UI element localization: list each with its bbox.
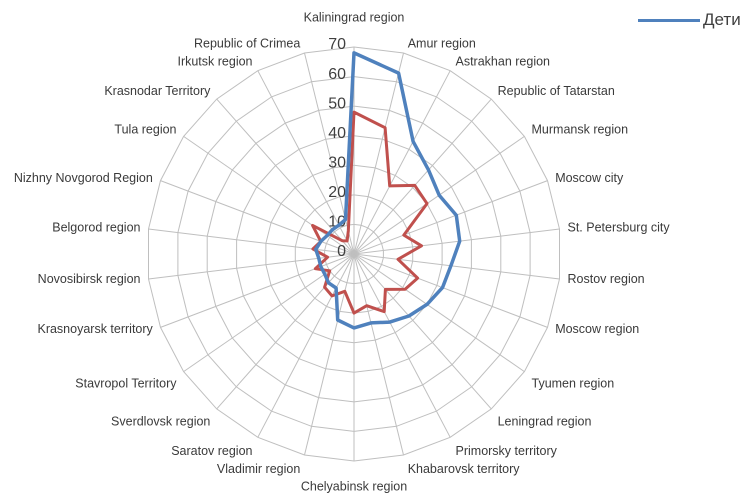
category-label: Khabarovsk territory [408,462,521,476]
category-label: Rostov region [568,272,645,286]
grid-spoke [257,70,355,255]
axis-tick-label: 50 [328,95,346,112]
category-label: Republic of Crimea [194,36,300,50]
category-label: Nizhny Novgorod Region [14,171,153,185]
category-label: St. Petersburg city [568,221,671,235]
grid-spoke [353,52,404,255]
category-label: Kaliningrad region [304,10,405,24]
grid-spoke [148,228,355,255]
grid-spoke [257,253,355,438]
grid-spoke [160,180,355,255]
grid-spoke [353,253,525,373]
category-label: Amur region [408,36,476,50]
grid-spoke [353,253,404,456]
grid-spoke [353,253,560,280]
category-label: Moscow city [555,171,624,185]
grid-spoke [353,70,451,255]
grid-spoke [216,253,355,410]
grid-spoke [216,98,355,255]
category-label: Primorsky territory [456,444,558,458]
category-label: Vladimir region [217,462,300,476]
category-label: Sverdlovsk region [111,415,210,429]
axis-tick-label: 10 [328,214,346,231]
category-label: Moscow region [555,322,639,336]
category-label: Chelyabinsk region [301,479,407,493]
legend-series-label: Дети [703,10,741,29]
series-line-secondary[interactable] [311,110,429,315]
grid-spoke [183,135,355,255]
grid-spoke [353,180,548,255]
grid-spoke [353,253,492,410]
legend-line-swatch [638,18,700,22]
axis-tick-label: 30 [328,155,346,172]
axis-tick-label: 60 [328,66,346,83]
category-label: Tula region [114,122,176,136]
category-label: Tyumen region [532,376,615,390]
grid-spoke [353,228,560,255]
category-label: Leningrad region [498,415,592,429]
category-label: Republic of Tatarstan [498,84,615,98]
category-label: Novosibirsk region [38,272,141,286]
category-label: Astrakhan region [456,55,551,69]
series-line-Дети[interactable] [314,51,462,330]
category-label: Irkutsk region [177,55,252,69]
grid-spoke [353,253,451,438]
category-label: Belgorod region [52,221,140,235]
category-label: Saratov region [171,444,252,458]
category-label: Murmansk region [532,122,629,136]
grid-spoke [304,253,355,456]
axis-tick-label: 70 [328,36,346,53]
axis-tick-label: 40 [328,125,346,142]
chart-legend[interactable]: Дети [638,10,741,30]
axis-tick-label: 20 [328,184,346,201]
grid-spoke [160,253,355,328]
axis-tick-label: 0 [337,243,346,260]
category-label: Krasnoyarsk territory [37,322,153,336]
category-label: Krasnodar Territory [104,84,211,98]
grid-spoke [353,253,548,328]
grid-spoke [353,98,492,255]
category-label: Stavropol Territory [75,376,177,390]
